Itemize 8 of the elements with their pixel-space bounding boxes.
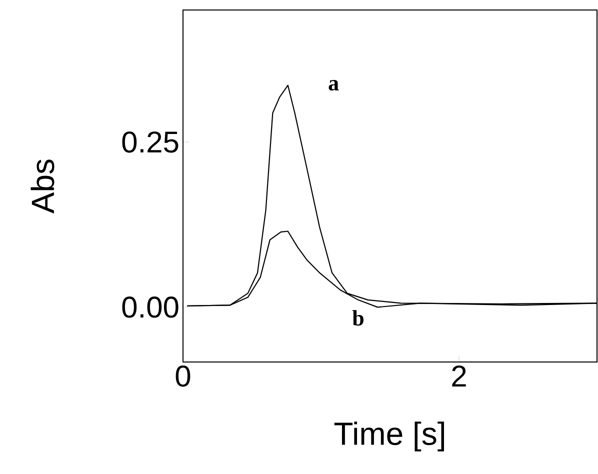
y-tick-label: 0.00 bbox=[122, 296, 178, 318]
y-tick-label: 0.25 bbox=[122, 131, 178, 153]
x-tick-label: 0 bbox=[176, 366, 190, 387]
x-tick-label: 2 bbox=[452, 366, 466, 386]
series-label: a bbox=[328, 80, 339, 91]
x-axis-title: Time [s] bbox=[334, 422, 444, 452]
series-label: b bbox=[352, 310, 364, 326]
y-axis-title: Abs bbox=[30, 160, 54, 214]
